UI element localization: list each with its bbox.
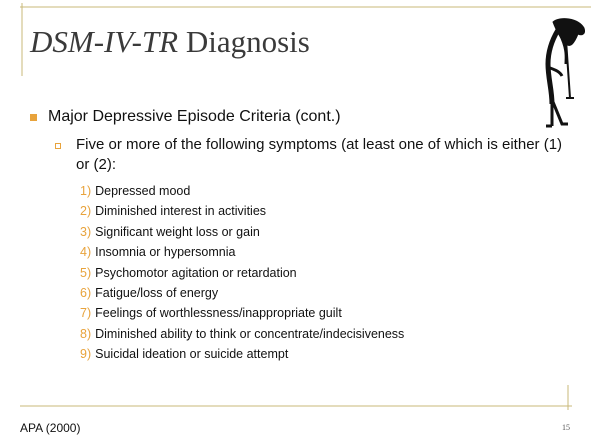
symptom-list: 1) Depressed mood 2) Diminished interest in…: [80, 181, 404, 365]
list-item: 4) Insomnia or hypersomnia: [80, 242, 404, 262]
bullet: Major Depressive Episode Criteria (cont.…: [48, 108, 341, 125]
list-item: 5) Psychomotor agitation or retardation: [80, 263, 404, 283]
item-text: Feelings of worthlessness/inappropriate …: [95, 306, 342, 321]
list-item: 1) Depressed mood: [80, 181, 404, 201]
item-number: 8): [80, 326, 92, 341]
slouched-figure: [545, 18, 585, 128]
list-item: 3) Significant weight loss or gain: [80, 222, 404, 242]
title-italic: DSM-IV-TR: [30, 24, 179, 59]
item-number: 2): [80, 204, 92, 219]
item-text: Depressed mood: [95, 184, 191, 198]
item-text: Fatigue/loss of energy: [95, 285, 219, 300]
list-item: 6) Fatigue/loss of energy: [80, 283, 404, 303]
slide-title: DSM-IV-TR Diagnosis: [30, 24, 310, 60]
list-item: 7) Feelings of worthlessness/inappropriat…: [80, 303, 404, 323]
sub-bullet: Five or more of the following symptoms (…: [76, 136, 563, 173]
page-number: 15: [562, 423, 570, 432]
list-item: 8) Diminished ability to think or concent…: [80, 324, 404, 344]
item-text: Significant weight loss or gain: [95, 224, 260, 239]
list-item: 9) Suicidal ideation or suicide attempt: [80, 344, 404, 364]
item-number: 5): [80, 265, 92, 280]
footer-source: APA (2000): [20, 421, 81, 435]
title-rest: Diagnosis: [185, 24, 310, 59]
bullet-marker: [30, 114, 37, 121]
item-number: 9): [80, 347, 92, 362]
item-number: 7): [80, 306, 92, 321]
item-number: 3): [80, 224, 92, 239]
item-number: 1): [80, 184, 92, 198]
item-text: Diminished ability to think or concentra…: [95, 326, 405, 341]
item-text: Suicidal ideation or suicide attempt: [95, 347, 289, 362]
item-text: Insomnia or hypersomnia: [95, 245, 236, 260]
sub-bullet-marker: [55, 143, 61, 149]
item-number: 4): [80, 245, 92, 260]
list-item: 2) Diminished interest in activities: [80, 201, 404, 221]
item-number: 6): [80, 285, 92, 300]
item-text: Diminished interest in activities: [95, 204, 267, 219]
item-text: Psychomotor agitation or retardation: [95, 265, 297, 280]
